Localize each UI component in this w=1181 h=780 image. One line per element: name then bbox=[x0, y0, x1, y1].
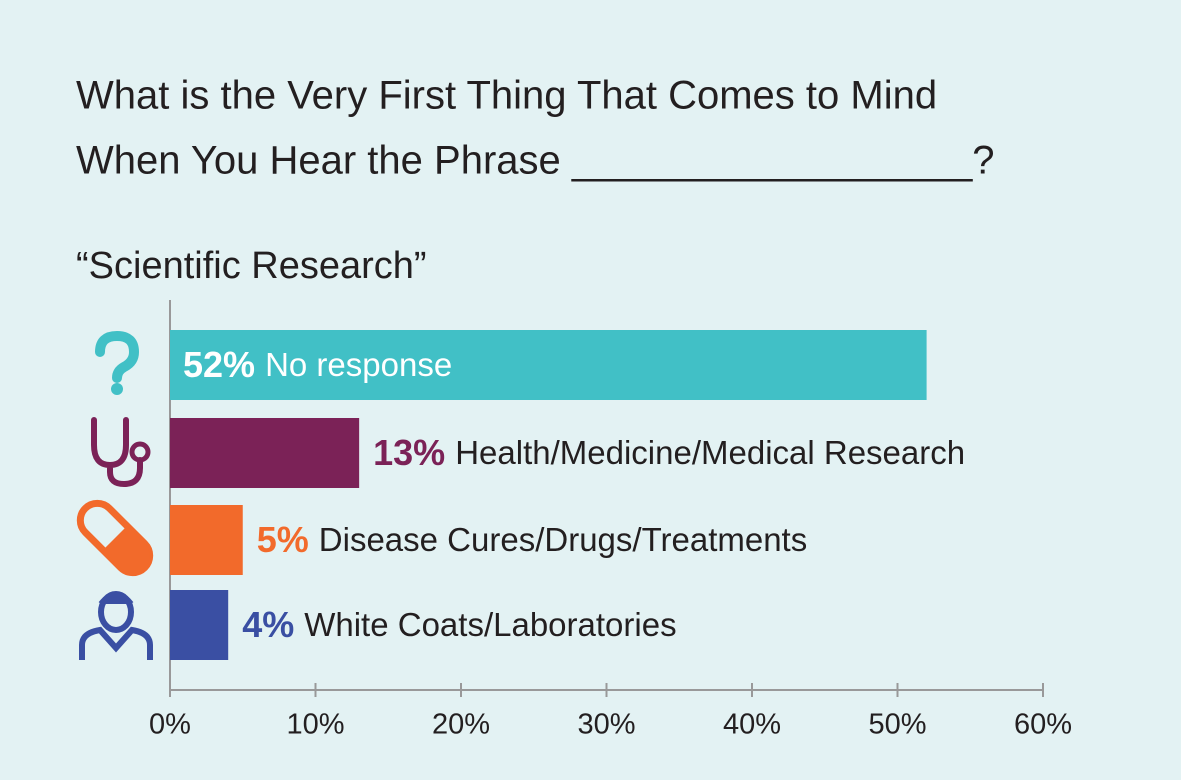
stethoscope-head bbox=[129, 441, 151, 463]
icons bbox=[76, 330, 154, 660]
bar-label: 4% White Coats/Laboratories bbox=[242, 604, 676, 645]
stethoscope-icon bbox=[91, 417, 143, 488]
doctor-icon bbox=[79, 591, 153, 660]
chart-title: When You Hear the Phrase _______________… bbox=[76, 139, 995, 183]
x-tick-label: 0% bbox=[149, 709, 191, 741]
value-label: 5% bbox=[257, 519, 309, 560]
x-tick-label: 40% bbox=[723, 709, 781, 741]
x-tick-label: 10% bbox=[286, 709, 344, 741]
category-label: No response bbox=[265, 346, 452, 383]
category-label: Health/Medicine/Medical Research bbox=[455, 434, 965, 471]
bar-label: 5% Disease Cures/Drugs/Treatments bbox=[257, 519, 807, 560]
category-label: White Coats/Laboratories bbox=[304, 606, 676, 643]
bar-label: 52% No response bbox=[183, 344, 452, 385]
bar bbox=[170, 418, 360, 488]
bar-label: 13% Health/Medicine/Medical Research bbox=[373, 432, 965, 473]
pill-icon bbox=[76, 499, 154, 577]
question-icon-dot bbox=[111, 383, 123, 395]
question-icon bbox=[95, 330, 140, 383]
category-label: Disease Cures/Drugs/Treatments bbox=[319, 521, 807, 558]
x-tick-label: 30% bbox=[577, 709, 635, 741]
bar bbox=[170, 330, 927, 400]
chart-subtitle: “Scientific Research” bbox=[76, 245, 427, 287]
chart-title: What is the Very First Thing That Comes … bbox=[76, 74, 937, 118]
value-label: 4% bbox=[242, 604, 294, 645]
bar bbox=[170, 590, 229, 660]
x-tick-label: 60% bbox=[1014, 709, 1072, 741]
x-tick-label: 50% bbox=[868, 709, 926, 741]
value-label: 52% bbox=[183, 344, 255, 385]
value-label: 13% bbox=[373, 432, 445, 473]
x-tick-label: 20% bbox=[432, 709, 490, 741]
bar bbox=[170, 505, 243, 575]
